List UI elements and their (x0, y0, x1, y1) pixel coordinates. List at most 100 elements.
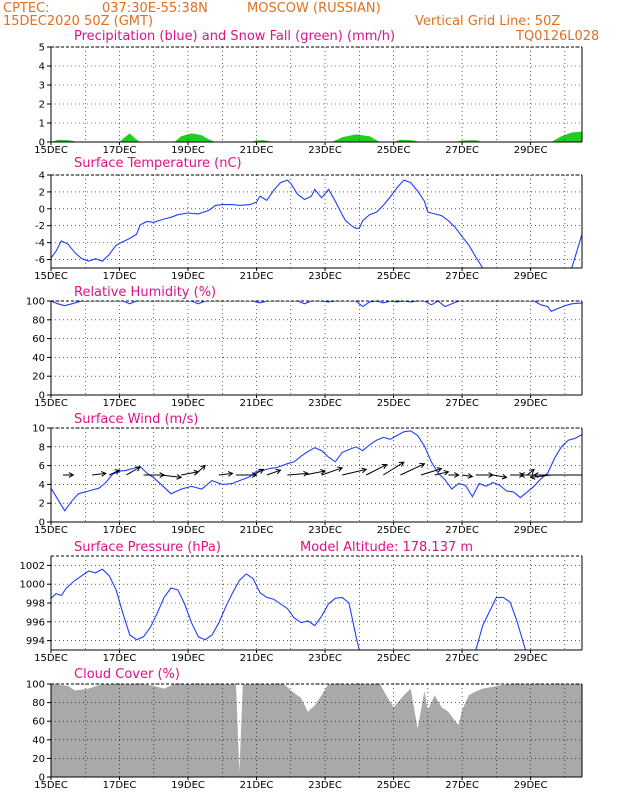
x-tick-label: 15DEC (34, 780, 68, 791)
x-tick-label: 15DEC (34, 145, 68, 156)
x-tick-label: 15DEC (34, 525, 68, 536)
y-tick-label: 100 (26, 680, 45, 691)
temperature-title: Surface Temperature (nC) (74, 156, 242, 171)
y-tick-label: 1000 (20, 580, 45, 591)
x-tick-label: 25DEC (377, 653, 411, 664)
y-tick-label: 996 (26, 617, 45, 628)
x-tick-label: 17DEC (103, 271, 137, 282)
wind-line (51, 430, 582, 512)
wind-vector (160, 474, 182, 478)
x-tick-label: 25DEC (377, 398, 411, 409)
x-tick-label: 23DEC (308, 271, 342, 282)
wind-vector (287, 472, 308, 476)
wind-title: Surface Wind (m/s) (74, 412, 198, 427)
y-tick-label: 2 (39, 499, 45, 510)
wind-vector-head (532, 472, 539, 478)
x-tick-label: 21DEC (240, 525, 274, 536)
x-tick-label: 21DEC (240, 271, 274, 282)
wind-vector-head (529, 474, 536, 480)
wind-vector-head (114, 469, 121, 475)
x-tick-label: 21DEC (240, 398, 274, 409)
wind-vector (526, 469, 535, 476)
y-tick-label: 80 (32, 315, 45, 326)
wind-vector-head (68, 472, 75, 478)
rh-line (51, 301, 582, 312)
x-tick-label: 29DEC (514, 398, 548, 409)
wind-vector (218, 472, 233, 476)
y-tick-label: 0 (39, 138, 45, 149)
x-tick-label: 17DEC (103, 780, 137, 791)
y-tick-label: 4 (39, 171, 45, 182)
wind-vector-head (467, 473, 474, 479)
x-tick-label: 29DEC (514, 145, 548, 156)
wind-vector-head (100, 471, 107, 477)
x-tick-label: 27DEC (445, 271, 479, 282)
x-tick-label: 19DEC (171, 271, 205, 282)
wind-vector (304, 470, 326, 476)
x-tick-label: 27DEC (445, 780, 479, 791)
wind-vector (400, 463, 425, 476)
x-tick-label: 17DEC (103, 398, 137, 409)
cloud-cover-area (51, 684, 582, 777)
y-tick-label: 60 (32, 334, 45, 345)
x-tick-label: 19DEC (171, 525, 205, 536)
wind-vector (365, 464, 387, 476)
y-tick-label: 2 (39, 100, 45, 111)
y-tick-label: 80 (32, 698, 45, 709)
x-tick-label: 23DEC (308, 145, 342, 156)
y-tick-label: 8 (39, 442, 45, 453)
wind-vector (383, 461, 405, 476)
x-tick-label: 29DEC (514, 653, 548, 664)
pressure-title: Surface Pressure (hPa) (74, 540, 221, 555)
header-location: MOSCOW (RUSSIAN) (247, 1, 381, 16)
wind-vector (420, 468, 442, 476)
wind-vector-head (529, 468, 535, 475)
wind-vector (321, 467, 343, 476)
x-tick-label: 19DEC (171, 653, 205, 664)
y-tick-label: 10 (32, 424, 45, 435)
y-tick-label: 20 (32, 754, 45, 765)
temperature-panel: Surface Temperature (nC) -6 -4 -2 0 2 4 15DEC 1… (34, 156, 583, 282)
x-tick-label: 27DEC (445, 398, 479, 409)
wind-vector (109, 469, 120, 476)
model-altitude-label: Model Altitude: 178.137 m (300, 540, 473, 555)
x-tick-label: 15DEC (34, 653, 68, 664)
y-tick-label: 100 (26, 297, 45, 308)
wind-vector (492, 474, 507, 478)
y-tick-label: 994 (26, 636, 45, 647)
x-tick-label: 17DEC (103, 653, 137, 664)
humidity-panel: Relative Humidity (%) 0 20 40 60 80 100 15DEC 1… (26, 285, 583, 409)
wind-panel: Surface Wind (m/s) 0 2 4 6 8 10 15DEC 17DEC 19DE… (32, 412, 583, 536)
x-tick-label: 21DEC (240, 653, 274, 664)
y-tick-label: 40 (32, 353, 45, 364)
x-tick-label: 29DEC (514, 271, 548, 282)
wind-vector (181, 471, 199, 476)
wind-vector-head (436, 467, 443, 473)
temp-line (51, 179, 582, 268)
wind-vector (266, 469, 281, 476)
x-tick-label: 25DEC (377, 780, 411, 791)
wind-vector-head (519, 472, 525, 478)
wind-vector (342, 468, 367, 476)
y-tick-label: 1 (39, 119, 45, 130)
y-tick-label: 0 (39, 204, 45, 215)
x-tick-label: 25DEC (377, 271, 411, 282)
snowfall-area (51, 131, 582, 142)
x-tick-label: 25DEC (377, 145, 411, 156)
x-tick-label: 27DEC (445, 145, 479, 156)
cloud-cover-title: Cloud Cover (%) (74, 667, 180, 682)
y-tick-label: -6 (35, 255, 45, 266)
y-tick-label: 40 (32, 735, 45, 746)
x-tick-label: 19DEC (171, 780, 205, 791)
y-tick-label: -2 (35, 221, 45, 232)
wind-vector-head (337, 466, 344, 472)
y-tick-label: 1002 (20, 561, 45, 572)
wind-vector-head (361, 467, 368, 474)
wind-vector-head (419, 462, 426, 469)
precipitation-title: Precipitation (blue) and Snow Fall (gree… (74, 29, 395, 44)
wind-vector (194, 465, 206, 476)
y-tick-label: 6 (39, 461, 45, 472)
y-tick-label: 0 (39, 518, 45, 529)
header-coords: 037:30E-55:38N (102, 1, 208, 16)
